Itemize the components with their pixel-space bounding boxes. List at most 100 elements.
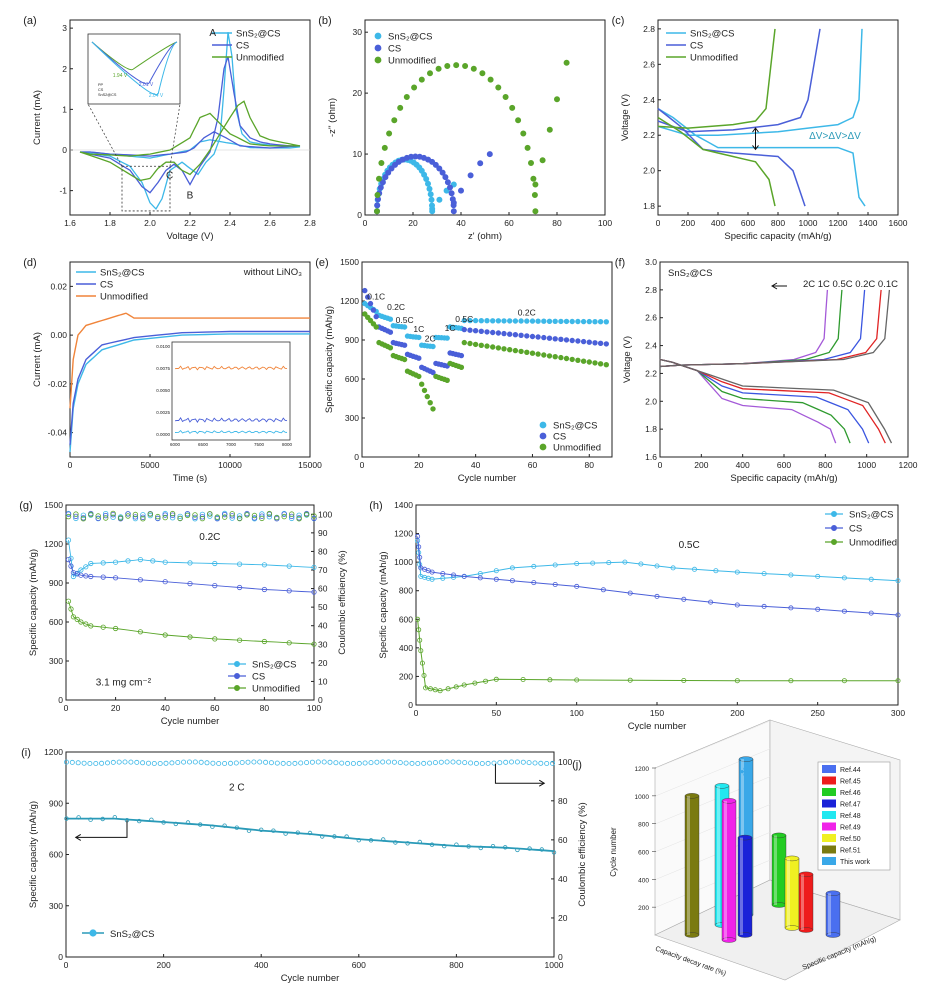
legend-swatch <box>822 788 836 796</box>
bar-base <box>737 932 753 938</box>
bar-cap <box>784 855 800 862</box>
y2-tick-label: 90 <box>318 528 328 538</box>
capacity-point <box>427 686 433 692</box>
ce-point <box>199 515 206 522</box>
ce-point <box>526 760 532 766</box>
x-tick-label: 2.2 <box>184 218 196 228</box>
legend-marker <box>374 56 382 64</box>
ce-point <box>236 513 243 519</box>
ce-point <box>162 512 168 518</box>
capacity-point <box>234 825 239 830</box>
nyquist-point <box>486 151 493 158</box>
y2-tick-label: 100 <box>558 757 572 767</box>
inset-label: 2.01 V <box>139 82 154 88</box>
ce-point <box>327 759 333 765</box>
y-tick-label: -0.02 <box>48 379 68 389</box>
ce-point <box>479 761 485 767</box>
rate-point <box>552 354 558 360</box>
inset-curve <box>91 41 178 71</box>
legend-label: Ref.46 <box>840 790 861 797</box>
ce-point <box>415 761 421 767</box>
capacity-point <box>429 842 435 847</box>
capacity-point <box>344 834 349 839</box>
capacity-point <box>295 830 300 835</box>
capacity-point <box>393 840 398 845</box>
nyquist-point <box>428 196 435 203</box>
capacity-point <box>332 834 337 839</box>
ce-point <box>102 512 109 519</box>
nyquist-point <box>546 126 553 133</box>
capacity-point <box>137 556 143 563</box>
rate-point <box>362 311 368 317</box>
rate-label: 0.5C <box>396 315 414 325</box>
y-axis-label: Specific capacity (mAh/g) <box>28 801 39 908</box>
legend-label: CS <box>236 41 249 52</box>
plot-frame <box>659 261 909 458</box>
nyquist-point <box>375 175 382 182</box>
nyquist-point <box>403 94 410 101</box>
bar-highlight <box>774 835 777 905</box>
ce-point <box>532 760 538 766</box>
ce-point <box>321 759 327 765</box>
y-tick-label: -0.04 <box>48 428 68 438</box>
ce-point <box>132 515 139 522</box>
ce-point <box>177 513 183 520</box>
y-tick-label: 1200 <box>44 539 63 549</box>
x-axis-label: Specific capacity (mAh/g) <box>724 231 831 242</box>
bar-highlight <box>687 795 690 935</box>
capacity-point <box>286 588 292 594</box>
capacity-point <box>149 817 154 822</box>
capacity-point <box>419 660 425 666</box>
ce-point <box>169 515 176 521</box>
ce-point <box>292 760 298 766</box>
panel-label: (b) <box>318 15 331 27</box>
y-tick-label: 1400 <box>394 500 413 510</box>
nyquist-point <box>432 161 439 168</box>
rate-point <box>592 360 598 366</box>
inset-frame <box>171 341 291 441</box>
capacity-point <box>76 815 81 820</box>
y-tick-label: 1.8 <box>643 201 655 211</box>
ce-point <box>456 759 462 765</box>
x-tick-label: 80 <box>585 460 595 470</box>
rate-label: 2 C <box>229 782 245 793</box>
x-tick-label: 600 <box>352 960 366 970</box>
nyquist-point <box>477 160 484 167</box>
x-tick-label: 200 <box>694 460 708 470</box>
arrow-head <box>752 127 759 133</box>
ce-point <box>386 759 392 765</box>
legend-marker <box>831 525 838 532</box>
capacity-point <box>552 582 558 588</box>
nyquist-point <box>563 59 570 66</box>
capacity-point <box>477 575 483 581</box>
rate-point <box>597 340 604 346</box>
ce-point <box>251 759 257 765</box>
rate-point <box>569 337 575 344</box>
ce-point <box>105 760 111 766</box>
bar-highlight <box>787 858 790 928</box>
ce-point <box>409 760 415 766</box>
y-tick-label: 1200 <box>340 296 359 306</box>
legend-marker <box>831 510 838 517</box>
y-tick-label: 300 <box>49 901 63 911</box>
nyquist-point <box>470 65 477 72</box>
nyquist-point <box>418 76 425 83</box>
y2-tick-label: 10 <box>318 676 328 686</box>
y-tick-label: 20 <box>353 88 363 98</box>
capacity-point <box>212 560 218 567</box>
rate-point <box>387 345 394 351</box>
y2-tick-label: 50 <box>318 602 328 612</box>
capacity-point <box>113 575 119 581</box>
capacity-point <box>125 558 131 564</box>
x-tick-label: 60 <box>210 703 220 713</box>
y2-tick-label: 70 <box>318 565 328 575</box>
bar-cap <box>721 798 737 804</box>
nyquist-point <box>520 130 527 137</box>
discharge-curve <box>659 358 870 444</box>
ce-point <box>296 516 302 522</box>
ce-point <box>186 759 192 765</box>
legend-label: SnS₂@CS <box>252 660 297 671</box>
ce-point <box>544 761 550 767</box>
rate-point <box>586 318 592 325</box>
y-tick-label: 200 <box>399 671 413 681</box>
